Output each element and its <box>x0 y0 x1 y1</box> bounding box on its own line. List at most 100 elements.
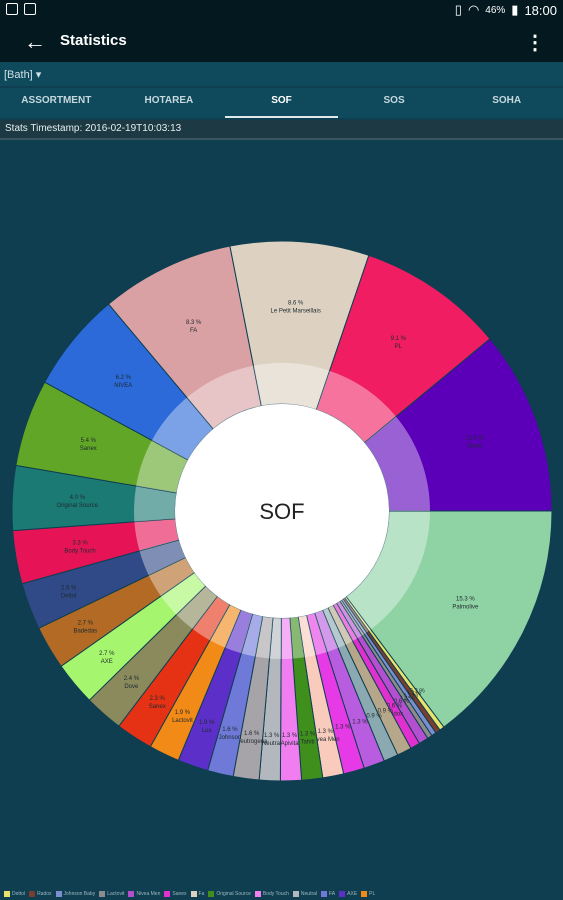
legend-label: Dettol <box>12 891 26 897</box>
slice-value-label: 1.3 % <box>352 719 368 725</box>
pie-slice-inner-highlight <box>148 557 195 597</box>
slice-value-label: 1.3 % <box>264 733 280 739</box>
legend-swatch <box>190 891 197 897</box>
tab-sos[interactable]: SOS <box>383 95 405 106</box>
slice-name-label: Original Source <box>57 503 99 509</box>
slice-value-label: 2.7 % <box>78 620 94 626</box>
legend-item: Original Source <box>208 888 251 900</box>
legend-label: Lactovit <box>107 891 125 897</box>
legend-label: FA <box>329 891 336 897</box>
battery-icon: ▮ <box>511 2 519 17</box>
pie-slice-inner-highlight <box>298 615 316 658</box>
pie-slice-inner-highlight <box>151 397 214 460</box>
slice-name-label: Lux <box>202 728 212 734</box>
pie-slice-inner-highlight <box>289 616 305 659</box>
legend-item: Fa <box>190 888 205 900</box>
slice-name-label: Tahiti <box>301 740 315 746</box>
slice-value-label: 0.3 % <box>406 691 422 697</box>
pie-slice-inner-highlight <box>322 607 346 648</box>
battery-text: 46% <box>485 4 506 16</box>
tab-sof[interactable]: SOF <box>225 88 338 118</box>
slice-name-label: Johnson <box>219 735 242 741</box>
back-arrow-icon[interactable]: ← <box>24 29 46 54</box>
legend-swatch <box>321 891 328 897</box>
legend-item: Dettol <box>4 888 25 900</box>
slice-value-label: 1.9 % <box>199 720 215 726</box>
slice-value-label: 0.9 % <box>378 708 394 714</box>
more-options-icon[interactable]: ⋮ <box>525 32 545 54</box>
legend-swatch <box>4 891 10 897</box>
clock-text: 18:00 <box>524 2 557 18</box>
pie-center-hole <box>175 404 389 618</box>
legend-item: Radox <box>29 888 52 900</box>
notification-icon <box>6 3 18 15</box>
slice-value-label: 8.6 % <box>288 300 304 306</box>
pie-center-label: SOF <box>259 499 304 524</box>
slice-value-label: 9.1 % <box>391 336 407 342</box>
pie-slice-inner-highlight <box>281 617 293 659</box>
slice-name-label: Sanex <box>80 446 97 452</box>
slice-name-label: FA <box>190 328 197 334</box>
legend-swatch <box>29 891 36 897</box>
slice-value-label: 8.3 % <box>186 320 202 326</box>
legend-swatch <box>128 891 135 897</box>
pie-slice-inner-highlight <box>341 598 367 635</box>
pie-slice-inner-highlight <box>253 363 330 410</box>
legend-label: Sanex <box>172 891 187 897</box>
pie-slice-inner-highlight <box>136 440 188 493</box>
category-filter-label[interactable]: [Bath] ▾ <box>4 69 42 81</box>
legend-item: Nivea Men <box>128 888 160 900</box>
pie-slice-inner-highlight <box>255 616 273 659</box>
legend-label: Fa <box>198 891 205 897</box>
category-filter[interactable]: [Bath] ▾ <box>0 62 563 86</box>
pie-slice-inner-highlight <box>225 609 253 654</box>
slice-name-label: Badedas <box>74 628 98 634</box>
pie-slice-inner-highlight <box>314 610 339 652</box>
legend-swatch <box>339 891 346 897</box>
legend-item: AXE <box>339 888 357 900</box>
legend-item: Body Touch <box>254 888 289 900</box>
slice-name-label: Neutral <box>262 741 281 747</box>
slice-name-label: Body Touch <box>64 548 95 554</box>
tab-hotarea[interactable]: HOTAREA <box>144 95 194 106</box>
slice-name-label: Dove <box>124 684 139 690</box>
tab-assortment[interactable]: ASSORTMENT <box>21 95 92 106</box>
slice-value-label: 15.3 % <box>456 597 475 603</box>
slice-value-label: 5.4 % <box>81 438 97 444</box>
slice-value-label: 1.3 % <box>300 732 316 738</box>
status-bar: ▯ ◠ 46% ▮ 18:00 <box>0 0 563 22</box>
slice-value-label: 2.3 % <box>150 696 166 702</box>
slice-value-label: 6.2 % <box>116 375 132 381</box>
legend-swatch <box>99 891 106 897</box>
slice-name-label: Neutrogena <box>236 739 268 745</box>
page-title: Statistics <box>60 32 127 49</box>
slice-value-label: 0.3 % <box>399 696 415 702</box>
slice-value-label: 1.6 % <box>244 731 260 737</box>
legend-swatch <box>292 891 299 897</box>
slice-value-label: 1.3 % <box>318 729 334 735</box>
legend-item: FA <box>321 888 335 900</box>
legend-swatch <box>361 891 368 897</box>
slice-value-label: 11.4 % <box>466 436 485 442</box>
pie-slice-inner-highlight <box>339 600 365 636</box>
pie-slice-inner-highlight <box>241 613 263 657</box>
stats-timestamp-text: Stats Timestamp: 2016-02-19T10:03:13 <box>5 123 182 134</box>
legend-label: Original Source <box>216 891 251 897</box>
pie-slice-inner-highlight <box>364 416 431 511</box>
legend-swatch <box>55 891 62 897</box>
slice-name-label: Dove <box>468 444 483 450</box>
legend-label: Nivea Men <box>136 891 161 897</box>
stats-timestamp: Stats Timestamp: 2016-02-19T10:03:13 <box>0 120 563 140</box>
slice-value-label: 1.3 % <box>282 733 298 739</box>
legend-item: PL <box>361 888 375 900</box>
slice-name-label: Palmolive <box>452 605 479 611</box>
slice-value-label: 0.3 % <box>403 694 419 700</box>
slice-name-label: Radox <box>386 711 403 717</box>
slice-value-label: 2.4 % <box>124 676 140 682</box>
legend-swatch <box>208 891 215 897</box>
gallery-icon <box>24 3 36 15</box>
slice-name-label: Sanex <box>149 704 166 710</box>
slice-name-label: AXE <box>101 659 113 665</box>
tab-soha[interactable]: SOHA <box>492 95 522 106</box>
